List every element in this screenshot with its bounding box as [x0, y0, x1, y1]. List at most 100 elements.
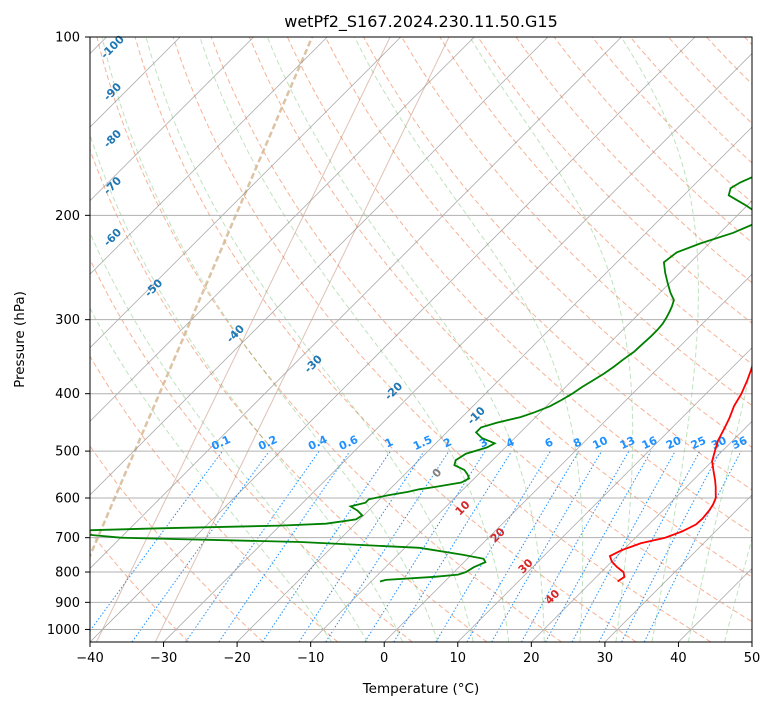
mixing-ratio-label: 1 [383, 435, 395, 450]
mixing-ratio-line [131, 450, 270, 642]
mixing-ratio-line [90, 450, 223, 632]
dry-adiabat [553, 37, 752, 244]
isotherm [310, 200, 752, 642]
x-axis-label: Temperature (°C) [362, 681, 480, 697]
dry-adiabat [325, 37, 752, 491]
mixing-ratio-line [621, 450, 721, 642]
y-tick-label: 500 [55, 445, 80, 460]
x-tick-label: −20 [223, 651, 250, 666]
dry-adiabat-label: -70 [101, 174, 124, 197]
moist-adiabat-label: 30 [516, 556, 536, 576]
mixing-ratio-label: 36 [730, 434, 750, 452]
dry-adiabat [706, 37, 752, 85]
mixing-ratio-label: 30 [709, 434, 729, 452]
dry-adiabat [90, 148, 488, 642]
y-tick-label: 100 [55, 31, 80, 46]
x-tick-label: 40 [670, 651, 687, 666]
dry-adiabat [477, 37, 752, 324]
mixing-ratio-line [491, 450, 603, 642]
reference-curve [96, 37, 391, 642]
dry-adiabat [248, 37, 752, 578]
dry-adiabat [90, 355, 339, 642]
dry-adiabat [96, 37, 562, 642]
dry-adiabat [629, 37, 752, 164]
reference-curve [90, 37, 314, 559]
mixing-ratio-label: 16 [640, 434, 660, 452]
y-tick-label: 700 [55, 531, 80, 546]
x-tick-label: 10 [450, 651, 467, 666]
dry-adiabat-label: -40 [224, 322, 247, 345]
isotherm [90, 37, 696, 642]
y-axis-label: Pressure (hPa) [12, 291, 28, 388]
mixing-ratio-label: 20 [664, 434, 684, 452]
moist-adiabat [354, 37, 584, 642]
dry-adiabat [90, 258, 413, 642]
dry-adiabat-label: -60 [101, 226, 124, 249]
dry-adiabat [172, 37, 712, 642]
moist-adiabat [90, 307, 333, 642]
isotherm [90, 37, 622, 570]
dry-adiabat [439, 37, 752, 365]
isotherm [751, 641, 752, 642]
isotherm [457, 347, 752, 642]
profile-lines [90, 176, 752, 583]
mixing-ratio-label: 0.2 [256, 433, 279, 453]
mixing-ratio-line [393, 450, 513, 642]
dry-adiabat [134, 37, 637, 642]
moist-adiabat-label: 10 [453, 498, 473, 518]
isotherm [90, 37, 254, 202]
dry-adiabat [744, 37, 752, 46]
moist-adiabat [724, 536, 752, 642]
dry-adiabat-label: -90 [101, 80, 124, 103]
mixing-ratio-label: 25 [689, 434, 708, 452]
mixing-ratio-label: 10 [591, 434, 611, 452]
mixing-ratio-line [643, 450, 742, 642]
moist-adiabat [469, 37, 634, 642]
x-tick-label: 0 [380, 651, 388, 666]
mixing-ratio-line [598, 450, 701, 642]
dry-adiabat-label: -30 [302, 352, 325, 375]
isotherm [90, 37, 475, 422]
reference-curve [154, 37, 450, 642]
moist-adiabat [687, 360, 752, 642]
dry-adiabat [668, 37, 752, 125]
y-tick-label: 400 [55, 387, 80, 402]
mixing-ratio-label: 13 [618, 434, 637, 452]
dry-adiabat-label: -50 [142, 276, 165, 299]
dry-adiabat [401, 37, 752, 407]
mixing-ratio-line [545, 450, 652, 642]
x-tick-label: 30 [597, 651, 614, 666]
y-tick-label: 300 [55, 313, 80, 328]
moist-adiabat [266, 37, 545, 642]
mixing-ratio-line [298, 450, 425, 642]
y-tick-label: 800 [55, 566, 80, 581]
dry-adiabat [591, 37, 752, 204]
y-tick-label: 600 [55, 492, 80, 507]
isotherm [531, 420, 752, 642]
dry-adiabat [515, 37, 752, 284]
x-tick-label: −30 [150, 651, 177, 666]
moist-adiabat-label: 20 [488, 525, 508, 545]
background-lines [90, 37, 752, 642]
temperature-profile [608, 364, 752, 583]
moist-adiabat [620, 37, 699, 642]
mixing-ratio-label: 0.6 [337, 433, 360, 453]
moist-adiabat [199, 37, 510, 642]
y-tick-label: 900 [55, 596, 80, 611]
plot-frame [89, 36, 753, 643]
mixing-ratio-label: 6 [543, 435, 556, 450]
moist-adiabat [90, 231, 368, 642]
dry-adiabat [90, 530, 190, 642]
mixing-ratio-line [571, 450, 676, 642]
clipped-lines [90, 37, 752, 642]
isotherm [90, 37, 549, 496]
x-tick-label: 50 [744, 651, 761, 666]
moist-adiabat [90, 133, 404, 642]
x-tick-label: −10 [297, 651, 324, 666]
mixing-ratio-line [521, 450, 630, 642]
mixing-ratio-label: 0.4 [306, 433, 329, 453]
dry-adiabat [90, 445, 264, 642]
isotherm [90, 37, 328, 275]
mixing-ratio-line [185, 450, 320, 642]
